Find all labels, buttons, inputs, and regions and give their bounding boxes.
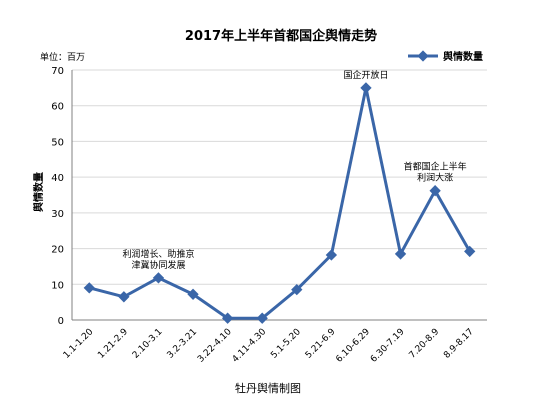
- data-point: [118, 291, 130, 303]
- legend: 舆情数量: [408, 50, 483, 63]
- unit-label: 单位：百万: [40, 51, 85, 63]
- annotation-text: 首都国企上半年: [404, 161, 467, 173]
- x-tick-label: 1.21-2.9: [96, 327, 130, 361]
- annotation-text: 利润大涨: [417, 172, 453, 184]
- gridlines: [72, 69, 487, 285]
- series-line: [88, 86, 472, 320]
- x-tick-label: 2.10-3.1: [131, 327, 165, 361]
- x-tick-label: 7.20-8.9: [408, 327, 442, 361]
- axes: [71, 70, 487, 321]
- data-point: [256, 312, 268, 324]
- y-axis-label: 舆情数量: [32, 172, 45, 212]
- x-tick-label: 6.10-6.29: [334, 327, 372, 365]
- x-axis-ticks: 1.1-1.20 1.21-2.9 2.10-3.1 3.2-3.213.22-4.1…: [62, 327, 476, 365]
- x-tick-label: 5.1-5.20: [269, 327, 303, 361]
- x-tick-label: 3.22-4.10: [196, 327, 234, 365]
- x-tick-label: 4.11-4.30: [231, 327, 269, 365]
- x-tick-label: 6.30-7.19: [369, 327, 407, 365]
- chart-title: 2017年上半年首都国企舆情走势: [185, 28, 377, 44]
- y-tick-label: 70: [51, 66, 64, 77]
- legend-marker: [417, 50, 429, 62]
- x-tick-label: 8.9-8.17: [442, 327, 476, 361]
- y-tick-label: 20: [51, 245, 64, 256]
- annotation-text: 国企开放日: [343, 69, 388, 81]
- data-point: [429, 185, 441, 197]
- series-line-group: [83, 82, 476, 324]
- data-point: [187, 288, 199, 300]
- annotation-text: 津冀协同发展: [131, 259, 185, 271]
- data-point: [325, 249, 338, 261]
- data-point: [360, 82, 372, 94]
- y-axis-ticks: 0 10 20 30 40 50 60 70: [51, 66, 64, 327]
- x-tick-label: 1.1-1.20: [62, 327, 96, 361]
- y-tick-label: 60: [51, 102, 64, 113]
- data-point: [152, 272, 165, 284]
- y-tick-label: 40: [51, 173, 64, 184]
- x-tick-label: 5.21-6.9: [304, 327, 338, 361]
- annotation-text: 利润增长、助推京: [122, 248, 194, 260]
- y-tick-label: 50: [51, 137, 64, 148]
- legend-label: 舆情数量: [443, 50, 483, 63]
- y-tick-label: 0: [58, 316, 64, 327]
- data-point: [464, 245, 476, 258]
- data-point: [221, 312, 234, 324]
- data-point: [291, 283, 303, 296]
- chart-caption: 牡丹舆情制图: [235, 381, 301, 395]
- y-tick-label: 30: [51, 209, 64, 220]
- data-point: [394, 248, 407, 260]
- y-tick-label: 10: [51, 280, 64, 291]
- x-tick-label: 3.2-3.21: [165, 327, 199, 361]
